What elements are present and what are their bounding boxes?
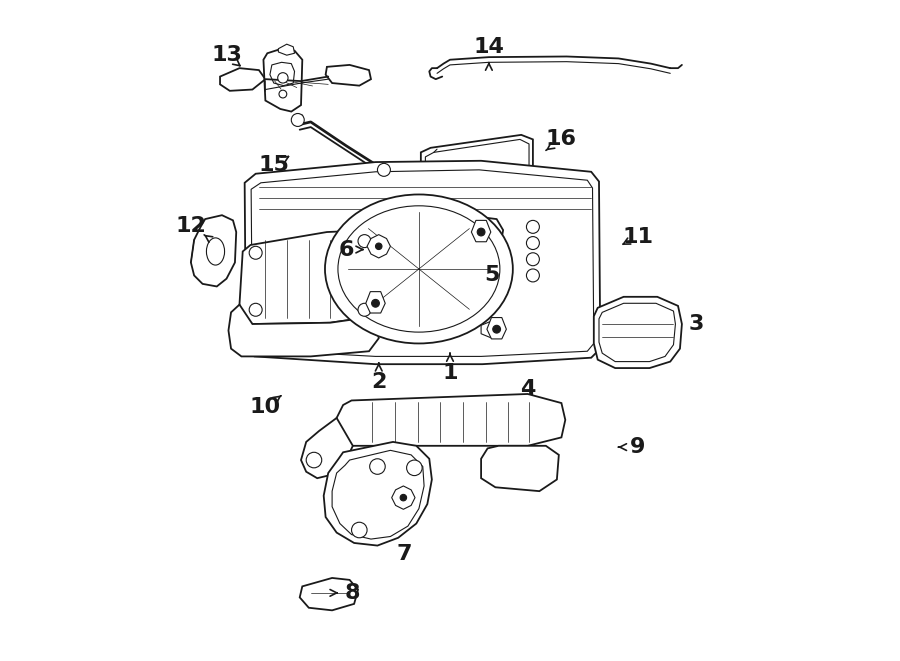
- Polygon shape: [482, 446, 559, 491]
- Circle shape: [306, 452, 321, 468]
- Circle shape: [358, 235, 371, 248]
- Polygon shape: [337, 394, 565, 446]
- Polygon shape: [326, 65, 371, 86]
- Text: 12: 12: [176, 215, 206, 235]
- Polygon shape: [599, 303, 675, 362]
- Polygon shape: [300, 578, 358, 610]
- Circle shape: [249, 303, 262, 316]
- Polygon shape: [472, 220, 491, 242]
- Polygon shape: [392, 486, 415, 509]
- Polygon shape: [324, 442, 432, 545]
- Polygon shape: [229, 305, 379, 356]
- Text: 6: 6: [338, 239, 354, 260]
- Text: 3: 3: [688, 314, 704, 334]
- Polygon shape: [270, 62, 294, 86]
- Circle shape: [477, 228, 485, 236]
- Polygon shape: [191, 215, 236, 286]
- Polygon shape: [301, 418, 353, 478]
- Polygon shape: [278, 44, 294, 55]
- Polygon shape: [491, 205, 569, 286]
- Text: 4: 4: [520, 379, 536, 399]
- Circle shape: [372, 299, 380, 307]
- Text: 14: 14: [473, 37, 504, 57]
- Text: 8: 8: [345, 583, 361, 603]
- Polygon shape: [594, 297, 682, 368]
- Text: 11: 11: [623, 227, 653, 247]
- Polygon shape: [220, 68, 266, 91]
- Circle shape: [493, 325, 500, 333]
- Ellipse shape: [206, 238, 225, 265]
- Polygon shape: [482, 321, 502, 338]
- Circle shape: [526, 253, 539, 266]
- Circle shape: [377, 163, 391, 176]
- Polygon shape: [332, 450, 424, 539]
- Circle shape: [352, 522, 367, 538]
- Polygon shape: [264, 49, 302, 112]
- Text: 9: 9: [630, 437, 645, 457]
- Polygon shape: [426, 139, 529, 196]
- Circle shape: [375, 243, 382, 249]
- Circle shape: [400, 494, 407, 501]
- Circle shape: [279, 90, 287, 98]
- Text: 2: 2: [371, 372, 386, 393]
- Polygon shape: [245, 161, 600, 364]
- Text: 10: 10: [250, 397, 281, 417]
- Ellipse shape: [338, 206, 500, 332]
- Polygon shape: [367, 235, 391, 258]
- Text: 1: 1: [442, 363, 458, 383]
- Ellipse shape: [325, 194, 513, 344]
- Circle shape: [526, 220, 539, 233]
- Polygon shape: [421, 135, 533, 200]
- Polygon shape: [487, 317, 507, 339]
- Circle shape: [370, 459, 385, 475]
- Polygon shape: [464, 217, 503, 251]
- Text: 7: 7: [397, 544, 412, 564]
- Text: 15: 15: [258, 155, 289, 175]
- Text: 16: 16: [546, 130, 577, 149]
- Circle shape: [249, 247, 262, 259]
- Text: 13: 13: [212, 45, 242, 65]
- Circle shape: [358, 303, 371, 316]
- Polygon shape: [488, 200, 576, 290]
- Circle shape: [526, 237, 539, 250]
- Polygon shape: [365, 292, 385, 313]
- Text: 5: 5: [484, 266, 500, 286]
- Circle shape: [278, 73, 288, 83]
- Circle shape: [407, 460, 422, 476]
- Circle shape: [292, 114, 304, 126]
- Circle shape: [526, 269, 539, 282]
- Polygon shape: [251, 170, 594, 356]
- Polygon shape: [239, 230, 391, 324]
